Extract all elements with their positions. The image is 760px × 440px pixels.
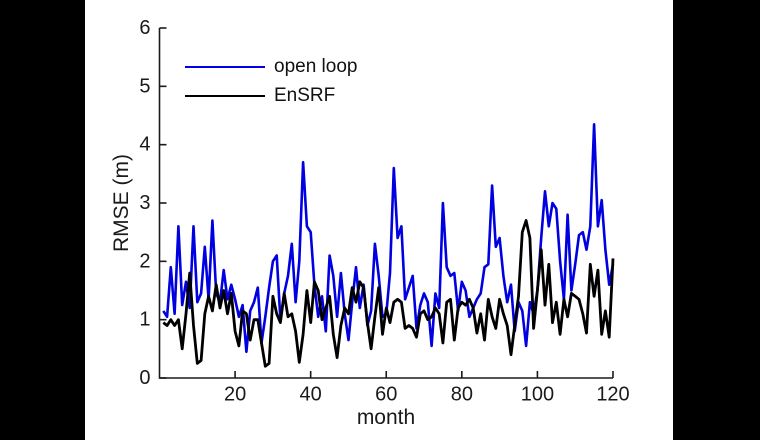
figure-canvas: 20 40 60 80 100 120 0 1 2 3 4 5 6 RMSE (m) month ope… <box>85 0 673 440</box>
legend-label-open-loop: open loop <box>274 56 358 77</box>
legend-label-ensrf: EnSRF <box>274 85 336 106</box>
x-tick-label: 120 <box>596 384 629 406</box>
y-tick-label: 1 <box>139 309 150 331</box>
y-tick-label: 6 <box>139 17 150 39</box>
series-line-ensrf <box>162 219 615 368</box>
legend: open loop EnSRF <box>185 53 357 109</box>
x-tick-label: 80 <box>451 384 473 406</box>
letterbox-right <box>673 0 760 440</box>
y-tick-label: 4 <box>139 134 150 156</box>
y-tick-label: 2 <box>139 250 150 272</box>
legend-entry-open-loop: open loop <box>185 53 357 80</box>
y-axis-label: RMSE (m) <box>110 154 133 252</box>
letterbox-left <box>0 0 85 440</box>
x-axis-label: month <box>356 406 416 429</box>
legend-line-open-loop <box>185 65 265 68</box>
x-tick-label: 40 <box>300 384 322 406</box>
x-tick-label: 60 <box>375 384 397 406</box>
y-tick-label: 0 <box>139 367 150 389</box>
legend-entry-ensrf: EnSRF <box>185 82 357 109</box>
x-tick-label: 20 <box>224 384 246 406</box>
legend-line-ensrf <box>185 94 265 97</box>
line-chart: 20 40 60 80 100 120 0 1 2 3 4 5 6 <box>139 17 629 406</box>
x-tick-label: 100 <box>521 384 554 406</box>
y-tick-label: 5 <box>139 75 150 97</box>
y-tick-label: 3 <box>139 192 150 214</box>
